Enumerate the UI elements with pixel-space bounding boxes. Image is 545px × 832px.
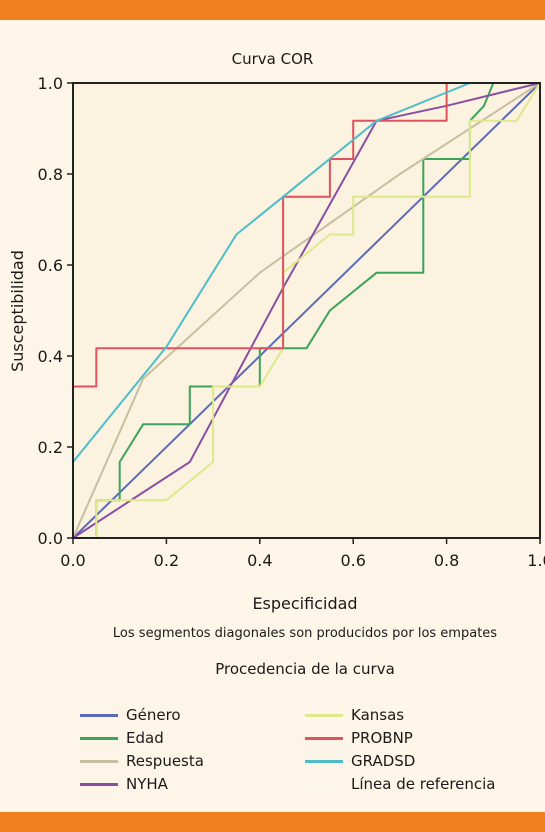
y-axis-label: Susceptibilidad — [8, 250, 27, 372]
legend-item: GRADSD — [305, 750, 415, 772]
y-tick-label: 0.8 — [38, 165, 63, 184]
legend-label: PROBNP — [351, 729, 413, 747]
x-axis-label: Especificidad — [252, 594, 358, 613]
roc-chart: 0.0 0.2 0.4 0.6 0.8 1.0 0.0 0.2 0.4 0.6 0.8 1.0 Su… — [8, 74, 545, 570]
legend-label: GRADSD — [351, 752, 416, 770]
legend-label: Respuesta — [126, 752, 204, 770]
y-tick-label: 0.2 — [38, 438, 63, 457]
legend-label: NYHA — [126, 775, 168, 793]
bottom-accent-band — [0, 812, 545, 832]
series-layer — [72, 82, 541, 539]
legend-swatch — [305, 782, 343, 786]
tie-note: Los segmentos diagonales son producidos … — [112, 626, 498, 641]
x-tick-label: 0.2 — [154, 551, 179, 570]
legend-label: Género — [126, 706, 181, 724]
series-line-respuesta — [72, 82, 541, 539]
legend-swatch — [80, 782, 118, 786]
legend-item: Línea de referencia — [305, 773, 496, 795]
legend-item: Edad — [80, 727, 164, 749]
legend-label: Edad — [126, 729, 164, 747]
legend-item: PROBNP — [305, 727, 413, 749]
series-line-probnp — [72, 82, 540, 538]
top-accent-band — [0, 0, 545, 20]
legend-item: Kansas — [305, 704, 404, 726]
series-line-nyha — [72, 82, 541, 539]
x-tick-label: 0.8 — [434, 551, 459, 570]
x-axis-ticks: 0.0 0.2 0.4 0.6 0.8 1.0 — [60, 538, 545, 570]
x-tick-label: 0.0 — [60, 551, 85, 570]
chart-title: Curva COR — [231, 50, 314, 68]
legend-swatch — [305, 759, 343, 763]
x-tick-label: 0.6 — [340, 551, 365, 570]
legend-item: Respuesta — [80, 750, 204, 772]
legend-swatch — [80, 713, 118, 717]
legend-swatch — [305, 736, 343, 740]
y-tick-label: 1.0 — [38, 74, 63, 93]
legend-label: Línea de referencia — [351, 775, 496, 793]
plot-frame — [72, 82, 541, 539]
legend-title: Procedencia de la curva — [215, 660, 395, 678]
legend-swatch — [80, 759, 118, 763]
y-tick-label: 0.6 — [38, 256, 63, 275]
legend-swatch — [80, 736, 118, 740]
y-tick-label: 0.4 — [38, 347, 63, 366]
legend-item: NYHA — [80, 773, 168, 795]
x-tick-label: 0.4 — [247, 551, 272, 570]
legend-swatch — [305, 713, 343, 717]
x-tick-label: 1.0 — [527, 551, 545, 570]
legend-label: Kansas — [351, 706, 405, 724]
y-axis-ticks: 0.0 0.2 0.4 0.6 0.8 1.0 — [38, 74, 73, 548]
y-tick-label: 0.0 — [38, 529, 63, 548]
legend-item: Género — [80, 704, 181, 726]
